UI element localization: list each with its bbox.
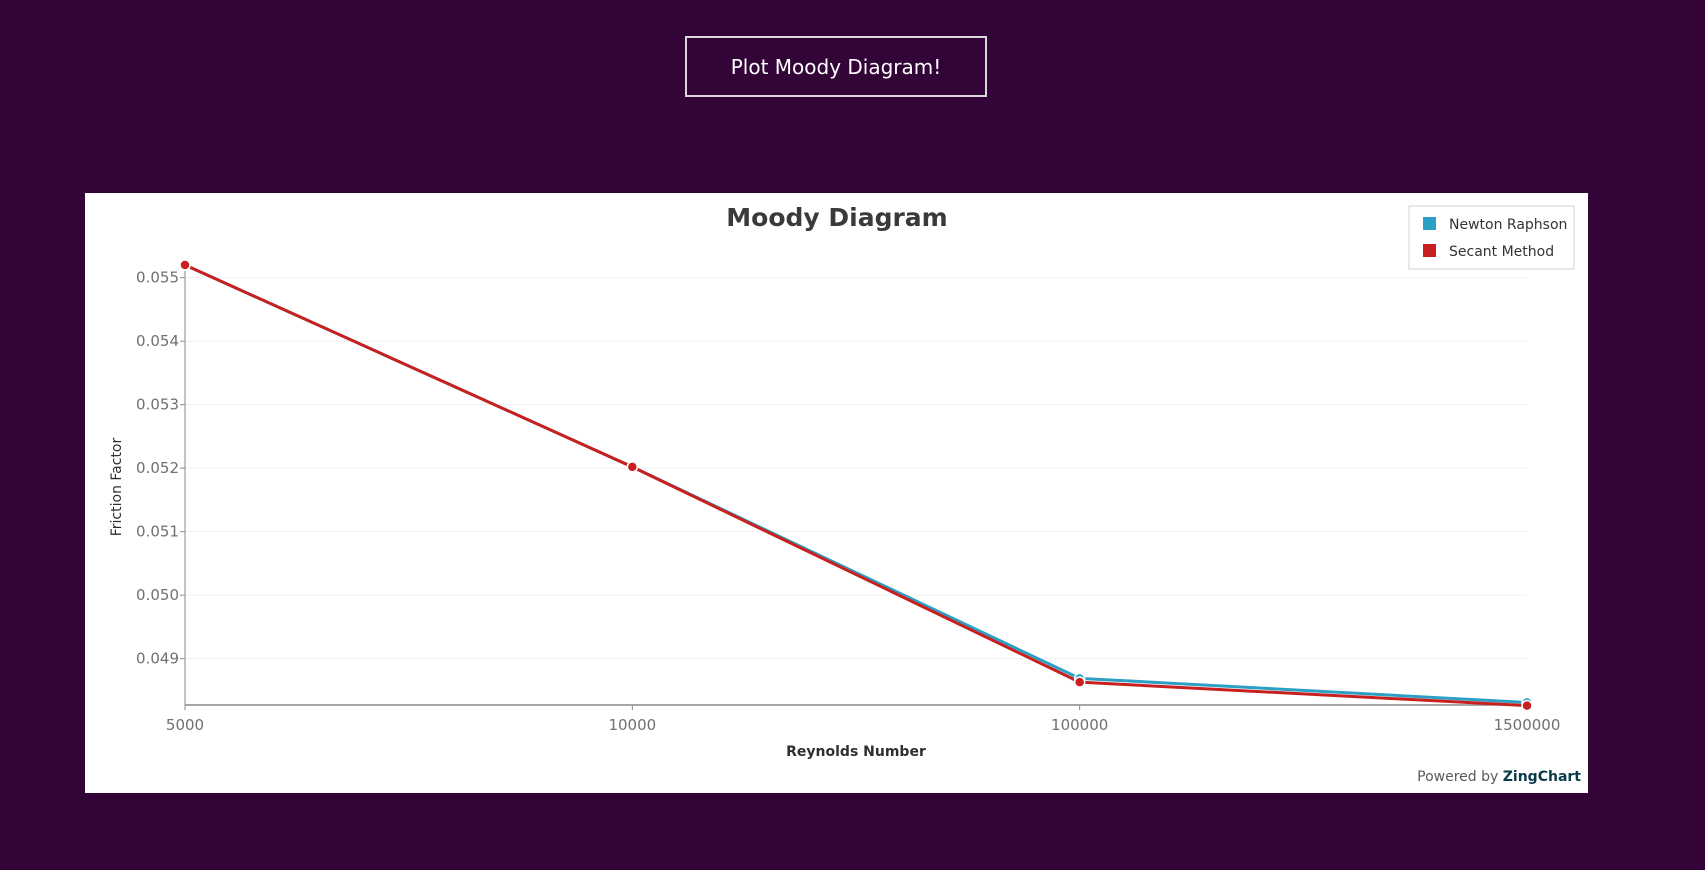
legend-box: [1408, 205, 1575, 270]
moody-chart: Moody Diagram 0.0490.0500.0510.0520.0530…: [109, 203, 1575, 760]
series-line-secant-method: [184, 263, 1528, 708]
data-point-secant-method[interactable]: [1073, 676, 1086, 688]
legend-label-secant-method[interactable]: Secant Method: [1449, 244, 1554, 260]
y-tick-label: 0.055: [136, 269, 179, 287]
credit-brand-link[interactable]: ZingChart: [1502, 769, 1581, 785]
series-layer: [179, 259, 1533, 712]
plot-moody-diagram-button[interactable]: Plot Moody Diagram!: [685, 36, 987, 97]
x-tick-labels: 5000 10000 100000 1500000: [166, 705, 1561, 734]
data-point-secant-method[interactable]: [179, 259, 191, 271]
credit-prefix: Powered by: [1417, 769, 1499, 785]
legend-swatch-secant-method[interactable]: [1423, 244, 1436, 257]
x-tick-label: 1500000: [1494, 716, 1561, 734]
y-tick-label: 0.050: [136, 586, 179, 604]
chart-panel: Moody Diagram 0.049 0.050 0.051 0.052 0.053 0…: [85, 193, 1588, 793]
grid-lines: [185, 277, 1527, 660]
y-tick-labels: 0.049 0.050 0.051 0.052 0.053 0.054 0.055: [136, 269, 185, 668]
data-point-secant-method[interactable]: [626, 461, 639, 473]
x-tick-label: 100000: [1051, 716, 1108, 734]
powered-by-credit[interactable]: Powered by ZingChart: [1417, 769, 1581, 785]
x-tick-label: 10000: [608, 716, 656, 734]
y-tick-label: 0.054: [136, 332, 179, 350]
y-tick-label: 0.051: [136, 523, 179, 541]
legend: Newton Raphson Secant Method: [1408, 205, 1575, 270]
y-tick-label: 0.052: [136, 459, 179, 477]
series-line-newton-raphson: [184, 263, 1528, 704]
x-tick-label: 5000: [166, 716, 204, 734]
legend-swatch-newton-raphson[interactable]: [1423, 217, 1436, 230]
legend-label-newton-raphson[interactable]: Newton Raphson: [1449, 217, 1567, 233]
y-axis-title: Friction Factor: [109, 438, 125, 537]
y-tick-label: 0.049: [136, 650, 179, 668]
data-point-secant-method[interactable]: [1521, 699, 1533, 712]
y-tick-label: 0.053: [136, 396, 179, 414]
chart-title: Moody Diagram: [726, 203, 947, 232]
x-axis-title: Reynolds Number: [786, 744, 926, 760]
